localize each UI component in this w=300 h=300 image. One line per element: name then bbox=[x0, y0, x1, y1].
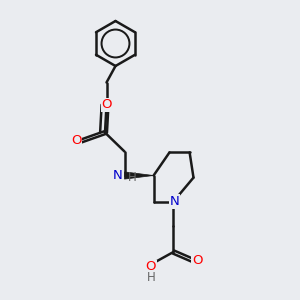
Text: O: O bbox=[71, 134, 82, 147]
Text: N: N bbox=[170, 195, 180, 208]
Text: N: N bbox=[113, 169, 123, 182]
Polygon shape bbox=[124, 172, 154, 179]
Text: H: H bbox=[147, 271, 156, 284]
Text: O: O bbox=[101, 98, 112, 112]
Text: O: O bbox=[192, 254, 202, 267]
Text: O: O bbox=[145, 260, 156, 274]
Text: H: H bbox=[128, 171, 136, 184]
